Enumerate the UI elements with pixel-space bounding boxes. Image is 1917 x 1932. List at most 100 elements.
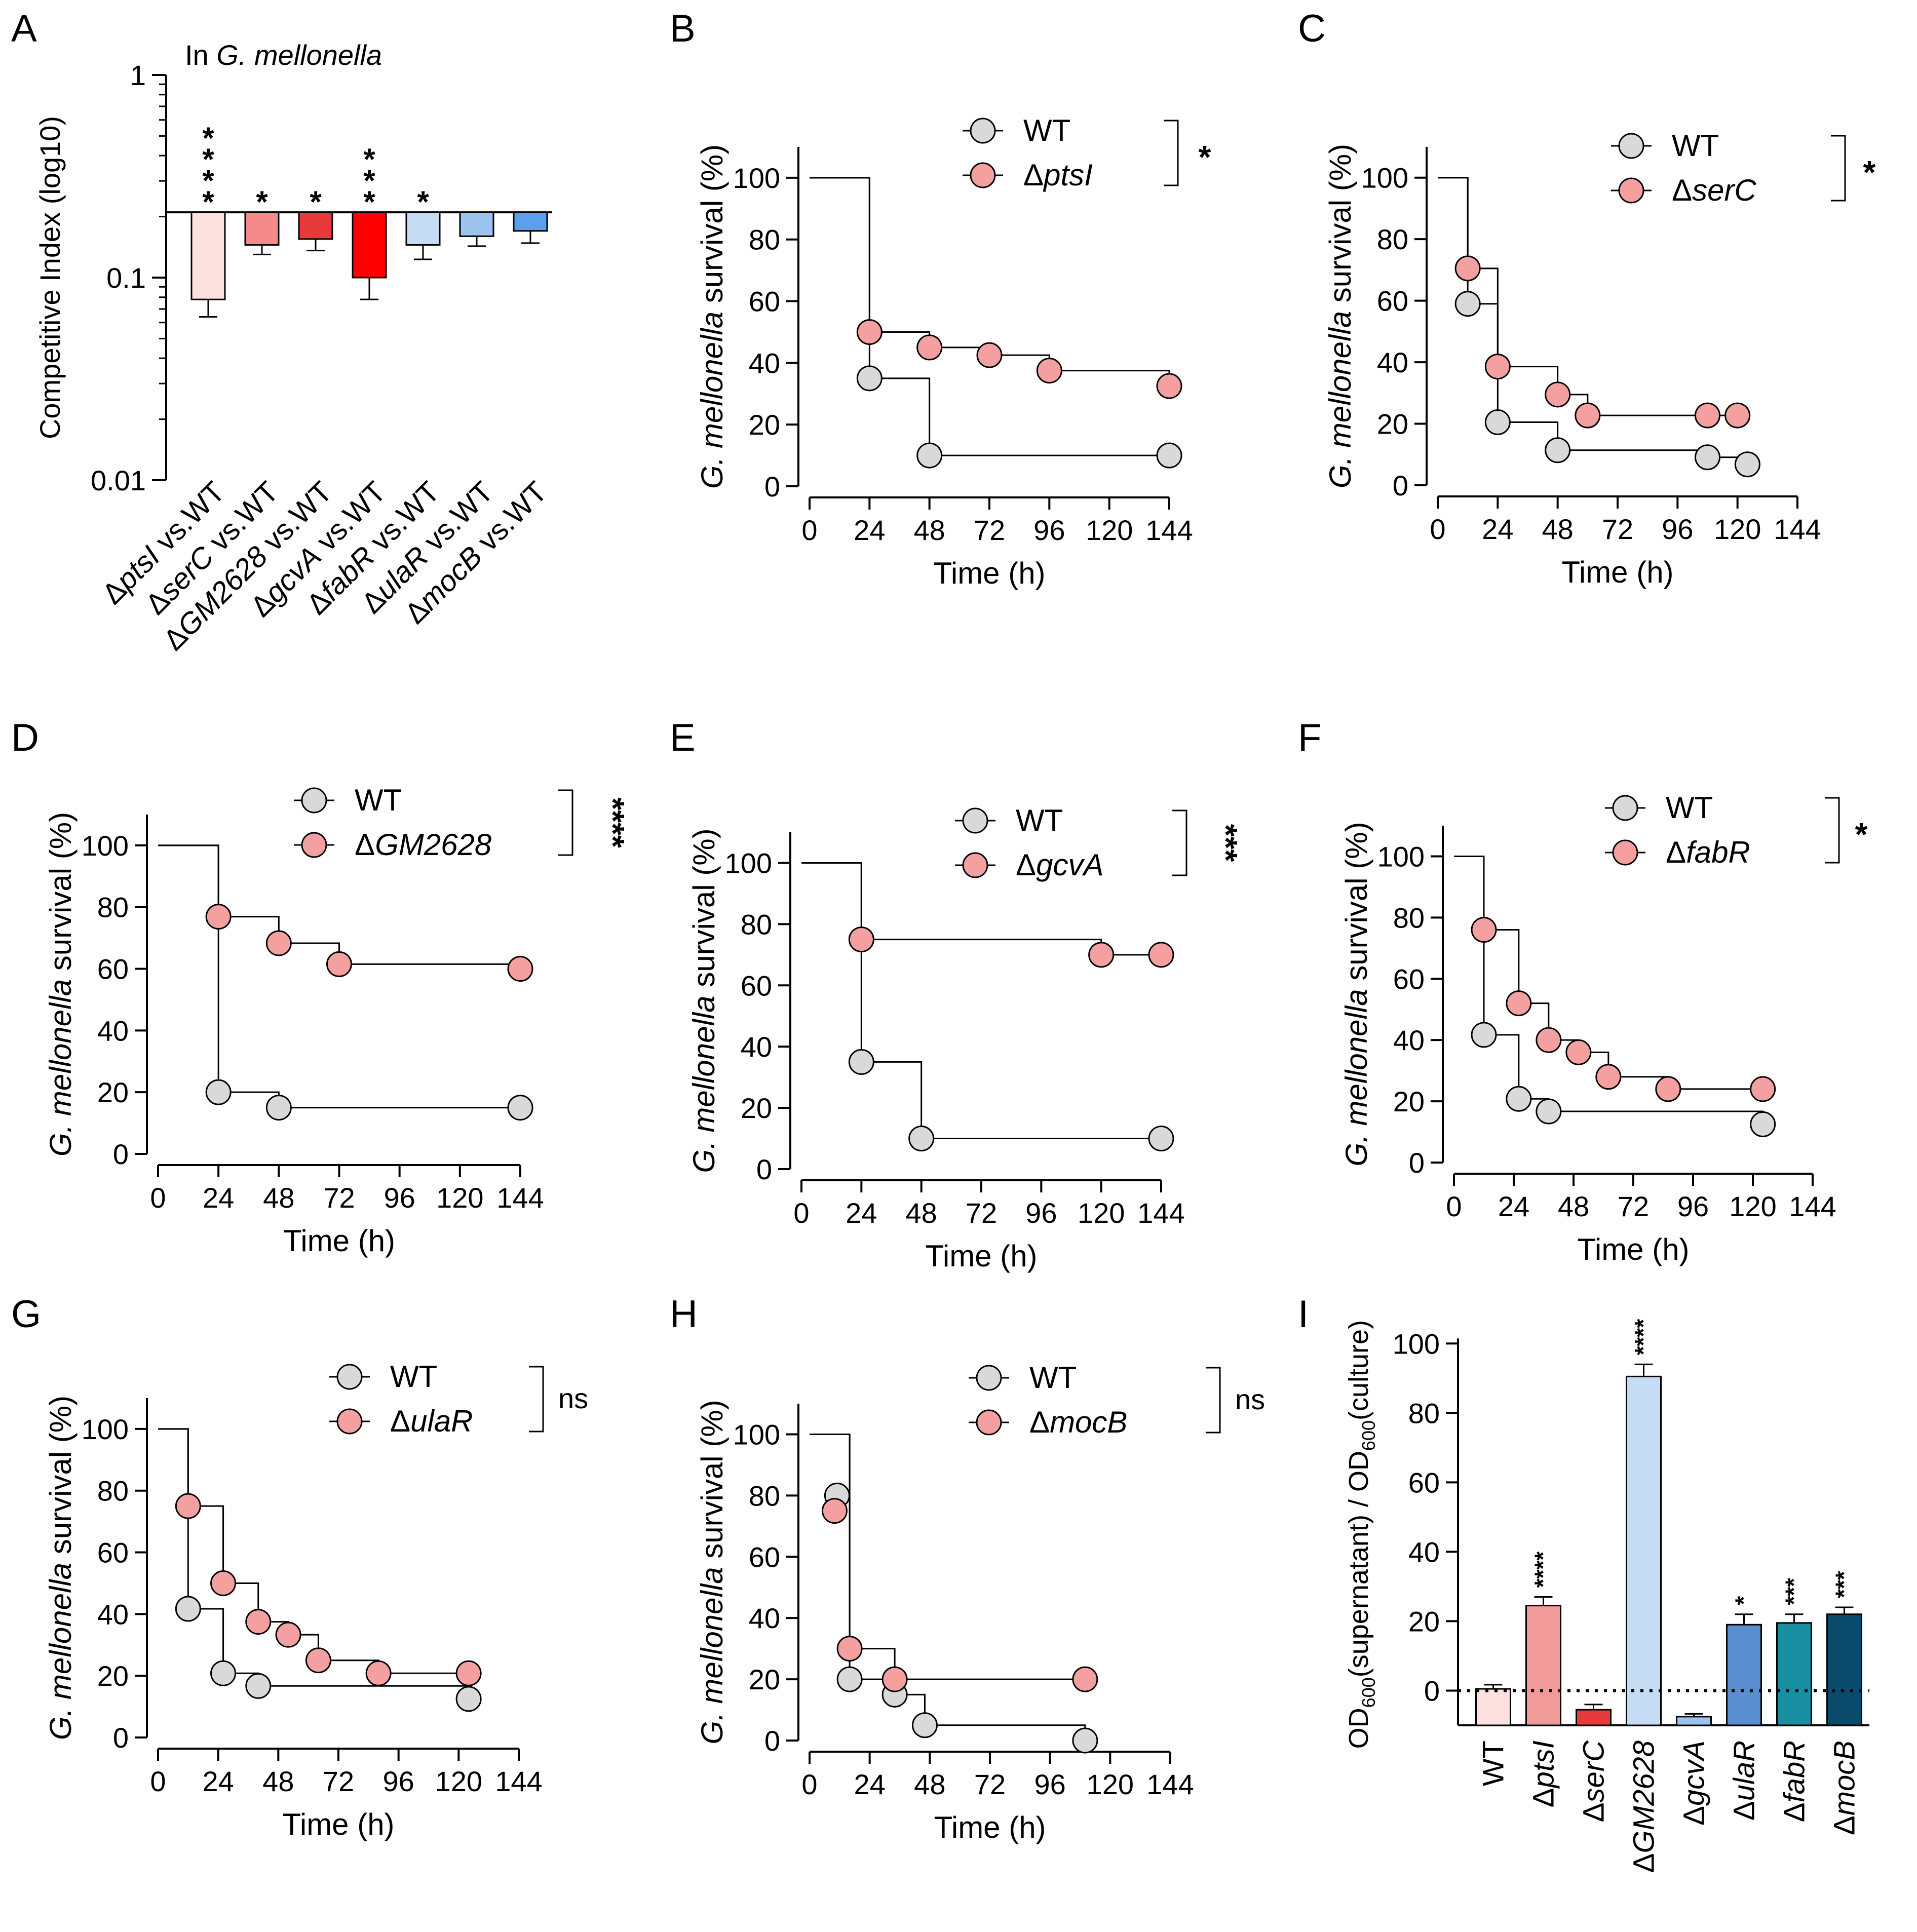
y-axis-title: G. mellonella survival (%)	[44, 812, 78, 1156]
category-label: ΔfabR	[1778, 1741, 1811, 1822]
x-tick-label: 24	[203, 1765, 234, 1797]
mutant-data-point	[1565, 1039, 1592, 1065]
panel-label-G: G	[11, 1293, 41, 1336]
legend-label: WT	[1023, 113, 1070, 147]
legend-marker-mutant	[1618, 177, 1644, 204]
legend: WT ΔgcvA	[955, 803, 1103, 882]
wt-data-point	[1072, 1727, 1098, 1754]
wt-data-point	[1750, 1111, 1776, 1137]
significance-label: *	[1863, 154, 1876, 190]
mutant-survival-line	[158, 1428, 469, 1674]
significance-label: *	[310, 185, 322, 219]
x-tick-label: 120	[1078, 1197, 1125, 1229]
x-tick-label: 0	[150, 1765, 166, 1797]
legend-label: ΔmocB	[1029, 1405, 1127, 1439]
significance-label: ****	[202, 121, 214, 219]
mutant-data-point	[265, 930, 292, 956]
bar	[190, 211, 226, 300]
x-axis-title: Time (h)	[282, 1807, 394, 1841]
mutant-data-point	[1545, 381, 1571, 408]
y-tick-label: 0	[764, 471, 780, 503]
y-tick-label: 0.01	[91, 465, 146, 496]
category-label: WT	[1477, 1741, 1510, 1786]
significance-label: ***	[1781, 1578, 1807, 1605]
wt-data-point	[1506, 1086, 1532, 1112]
legend-label: WT	[390, 1360, 437, 1394]
x-tick-label: 72	[974, 514, 1005, 546]
mutant-data-point	[881, 1666, 908, 1692]
x-tick-label: 144	[1145, 514, 1193, 546]
y-tick-label: 0	[1424, 1675, 1440, 1707]
x-axis-title: Time (h)	[933, 556, 1045, 590]
y-tick-label: 20	[1408, 1605, 1440, 1637]
mutant-data-point	[1156, 373, 1182, 399]
mutant-data-point	[976, 342, 1003, 368]
y-tick-label: 20	[1377, 408, 1408, 440]
mutant-data-point	[916, 334, 943, 361]
x-tick-label: 120	[1086, 514, 1133, 546]
category-label: ΔGM2628	[1628, 1741, 1661, 1873]
bar	[513, 211, 548, 232]
legend-label: ΔptsI	[1023, 158, 1093, 192]
category-label: ΔptsI	[1527, 1741, 1560, 1807]
y-tick-label: 100	[1393, 1328, 1440, 1360]
x-tick-label: 72	[974, 1768, 1006, 1800]
mutant-data-point	[1536, 1027, 1562, 1053]
legend-marker-mutant	[336, 1408, 363, 1435]
significance-label: ***	[363, 142, 375, 219]
wt-data-point	[210, 1660, 237, 1686]
bar	[352, 211, 387, 279]
bar	[1826, 1613, 1862, 1726]
bar	[1475, 1688, 1511, 1726]
legend-marker-mutant	[976, 1409, 1002, 1436]
y-tick-label: 100	[1361, 162, 1408, 194]
y-tick-label: 100	[733, 162, 780, 194]
y-tick-label: 80	[1408, 1397, 1440, 1429]
y-tick-label: 60	[97, 953, 129, 985]
x-axis-title: Time (h)	[934, 1810, 1046, 1844]
y-tick-label: 100	[1377, 840, 1425, 872]
significance-bracket	[558, 789, 573, 856]
significance-label: ****	[1630, 1319, 1657, 1356]
y-tick-label: 20	[741, 1092, 772, 1124]
mutant-data-point	[1750, 1076, 1776, 1102]
legend: WT ΔserC	[1611, 129, 1756, 207]
panel-label-F: F	[1298, 716, 1321, 759]
wt-data-point	[1148, 1126, 1174, 1152]
x-tick-label: 0	[801, 514, 817, 546]
y-tick-label: 20	[97, 1076, 129, 1108]
y-tick-label: 100	[725, 847, 772, 879]
y-tick-label: 60	[749, 286, 780, 318]
panel-d-chart: 0 20 40 60 80 100 0 24 48 72 96 120 144 Time (h) G. me…	[44, 783, 631, 1258]
y-tick-label: 40	[1377, 346, 1408, 378]
legend-marker-wt	[301, 787, 327, 814]
significance-label: ns	[1235, 1383, 1265, 1415]
legend-label: WT	[1016, 803, 1063, 837]
y-tick-label: 80	[97, 1475, 129, 1507]
y-tick-label: 1	[130, 59, 146, 91]
wt-data-point	[265, 1095, 292, 1121]
panel-e-chart: 0 20 40 60 80 100 0 24 48 72 96 120 144 Time (h) G. me…	[687, 803, 1244, 1273]
panel-label-I: I	[1298, 1293, 1309, 1336]
category-label: ΔmocB	[1828, 1741, 1861, 1835]
mutant-data-point	[245, 1609, 272, 1635]
y-axis-title: G. mellonella survival (%)	[695, 1400, 729, 1744]
mutant-survival-line	[1454, 855, 1763, 1090]
mutant-data-point	[365, 1660, 392, 1686]
y-tick-label: 40	[749, 1602, 780, 1634]
y-tick-label: 0	[113, 1138, 129, 1170]
x-tick-label: 48	[1542, 513, 1574, 545]
legend-label: ΔserC	[1672, 173, 1756, 207]
y-axis-title: G. mellonella survival (%)	[44, 1396, 78, 1740]
wt-data-point	[1695, 444, 1720, 471]
mutant-data-point	[1036, 358, 1062, 384]
mutant-survival-line	[158, 844, 520, 965]
x-tick-label: 72	[323, 1182, 355, 1214]
panel-f-chart: 0 20 40 60 80 100 0 24 48 72 96 120 144 Time (h) G. me…	[1339, 791, 1868, 1266]
x-tick-label: 144	[496, 1182, 544, 1214]
legend-label: WT	[355, 783, 402, 817]
y-axis-title: G. mellonella survival (%)	[687, 828, 721, 1173]
wt-survival-line	[810, 1433, 1086, 1741]
x-tick-label: 0	[1446, 1190, 1462, 1222]
wt-survival-line	[810, 177, 1169, 456]
